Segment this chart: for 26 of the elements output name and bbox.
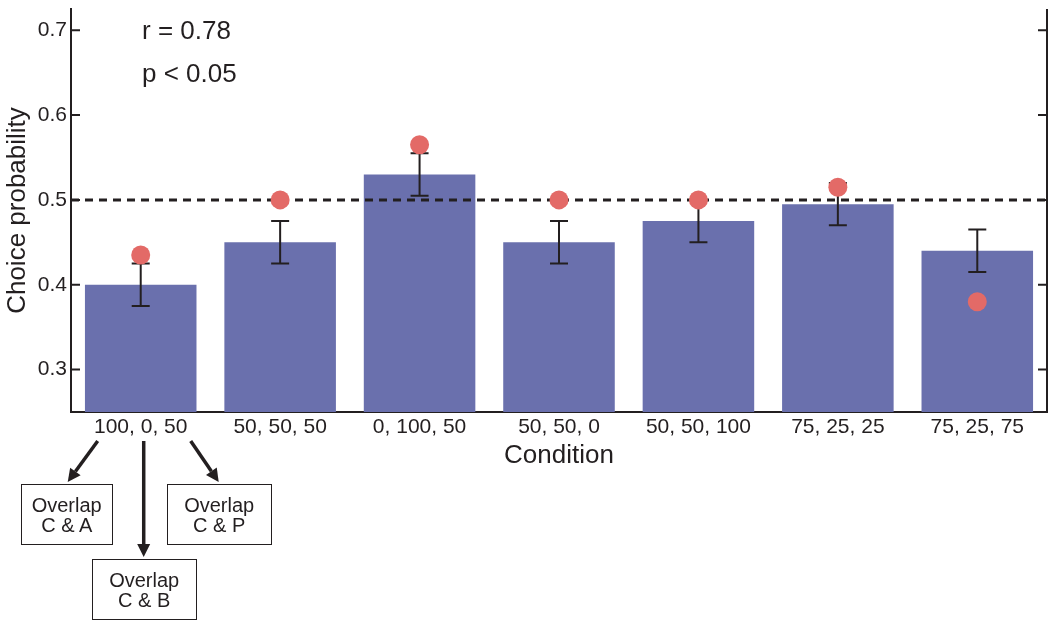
x-tick-label: 50, 50, 50 — [233, 414, 327, 438]
text-box: Overlap C & B — [91, 559, 197, 620]
x-axis-title: Condition — [504, 439, 614, 470]
point — [270, 190, 290, 210]
y-tick-label: 0.7 — [37, 17, 67, 41]
y-tick-label: 0.4 — [37, 271, 68, 295]
x-tick-label: 0, 100, 50 — [372, 414, 467, 438]
annotation: p < 0.05 — [142, 58, 237, 89]
point — [967, 292, 987, 312]
x-tick-label: 50, 50, 100 — [645, 414, 751, 438]
x-tick-label: 75, 25, 75 — [930, 414, 1024, 438]
y-axis-title: Choice probability — [0, 107, 31, 314]
point — [688, 190, 708, 210]
x-tick-label: 100, 0, 50 — [94, 414, 188, 438]
y-tick-label: 0.5 — [37, 186, 67, 210]
point — [828, 177, 848, 197]
x-tick-label: 50, 50, 0 — [518, 414, 600, 438]
point — [410, 135, 430, 155]
text-box: Overlap C & P — [166, 484, 272, 545]
point — [131, 245, 151, 265]
annotation: r = 0.78 — [142, 15, 231, 46]
y-tick-label: 0.6 — [37, 101, 67, 125]
point — [549, 190, 569, 210]
text-box: Overlap C & A — [20, 484, 113, 545]
y-tick-label: 0.3 — [37, 356, 67, 380]
x-tick-label: 75, 25, 25 — [791, 414, 885, 438]
